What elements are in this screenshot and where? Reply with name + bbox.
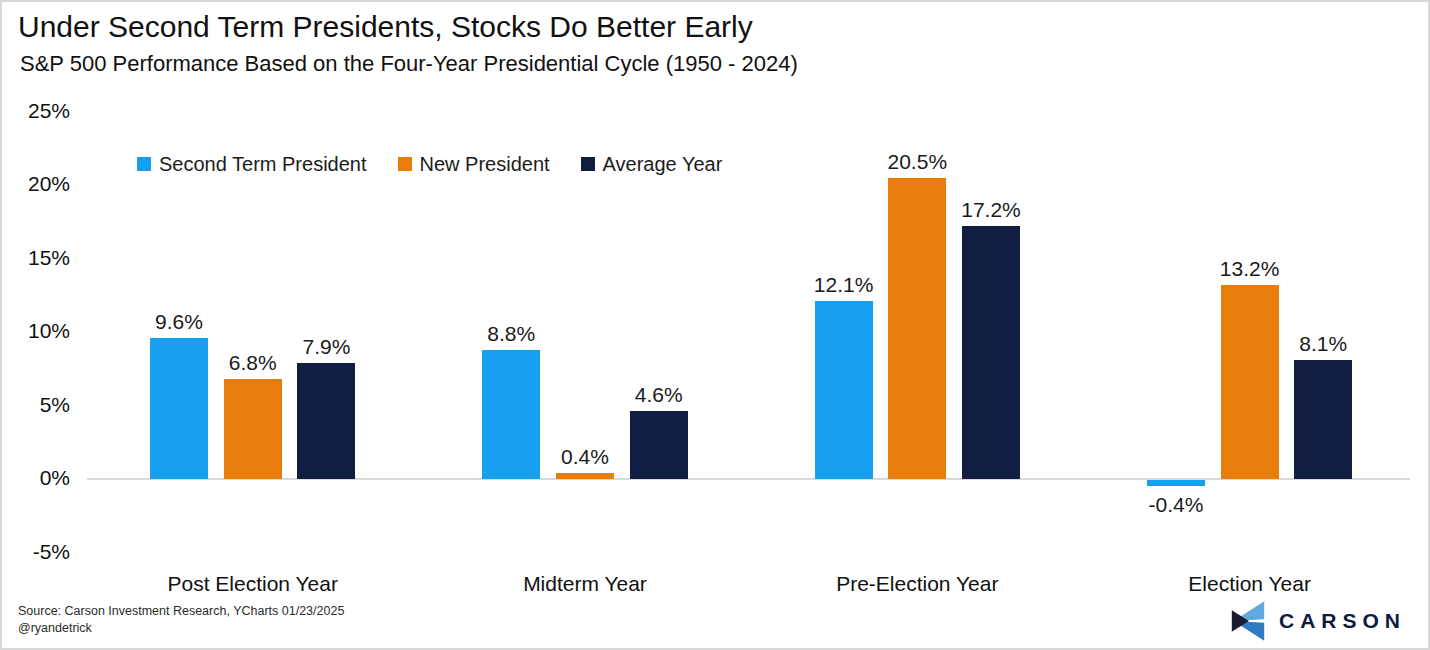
data-bar xyxy=(888,178,946,479)
bar-value-label: 7.9% xyxy=(278,335,374,359)
data-bar xyxy=(482,350,540,479)
bar-value-label: -0.4% xyxy=(1128,493,1224,517)
data-bar xyxy=(962,226,1020,479)
bar-value-label: 8.8% xyxy=(463,322,559,346)
data-bar xyxy=(297,363,355,479)
bar-value-label: 12.1% xyxy=(796,273,892,297)
data-bar xyxy=(150,338,208,479)
bar-value-label: 13.2% xyxy=(1202,257,1298,281)
y-axis-tick-label: -5% xyxy=(2,540,70,564)
data-bar xyxy=(1294,360,1352,479)
y-axis-tick-label: 5% xyxy=(2,393,70,417)
carson-logo: CARSON xyxy=(1230,600,1406,642)
x-axis-category-label: Midterm Year xyxy=(425,572,745,596)
bar-value-label: 17.2% xyxy=(943,198,1039,222)
x-axis-category-label: Pre-Election Year xyxy=(757,572,1077,596)
data-bar xyxy=(224,379,282,479)
legend-label: New President xyxy=(420,153,550,176)
chart-legend: Second Term President New President Averag… xyxy=(137,152,722,176)
carson-logo-text: CARSON xyxy=(1279,609,1406,633)
chart-frame: Under Second Term Presidents, Stocks Do … xyxy=(0,0,1430,650)
source-handle: @ryandetrick xyxy=(18,620,344,637)
y-axis-tick-label: 0% xyxy=(2,466,70,490)
zero-gridline xyxy=(87,478,1410,480)
bar-value-label: 9.6% xyxy=(131,310,227,334)
bar-value-label: 0.4% xyxy=(537,445,633,469)
carson-logo-icon xyxy=(1230,600,1266,642)
chart-subtitle: S&P 500 Performance Based on the Four-Ye… xyxy=(20,51,798,77)
bar-value-label: 20.5% xyxy=(869,150,965,174)
bar-value-label: 8.1% xyxy=(1275,332,1371,356)
legend-label: Average Year xyxy=(603,153,723,176)
data-bar xyxy=(556,473,614,479)
legend-item: New President xyxy=(398,153,550,176)
y-axis-tick-label: 20% xyxy=(2,172,70,196)
legend-item: Second Term President xyxy=(137,153,367,176)
data-bar xyxy=(1147,480,1205,486)
bar-value-label: 4.6% xyxy=(611,383,707,407)
legend-item: Average Year xyxy=(581,153,723,176)
data-bar xyxy=(630,411,688,479)
legend-swatch-icon xyxy=(398,157,412,171)
x-axis-category-label: Post Election Year xyxy=(93,572,413,596)
source-note: Source: Carson Investment Research, YCha… xyxy=(18,603,344,637)
data-bar xyxy=(815,301,873,479)
legend-swatch-icon xyxy=(581,157,595,171)
legend-swatch-icon xyxy=(137,157,151,171)
data-bar xyxy=(1221,285,1279,479)
y-axis-tick-label: 25% xyxy=(2,99,70,123)
y-axis-tick-label: 10% xyxy=(2,319,70,343)
legend-label: Second Term President xyxy=(159,153,367,176)
page-title: Under Second Term Presidents, Stocks Do … xyxy=(18,10,753,44)
x-axis-category-label: Election Year xyxy=(1090,572,1410,596)
source-line: Source: Carson Investment Research, YCha… xyxy=(18,603,344,620)
y-axis-tick-label: 15% xyxy=(2,246,70,270)
